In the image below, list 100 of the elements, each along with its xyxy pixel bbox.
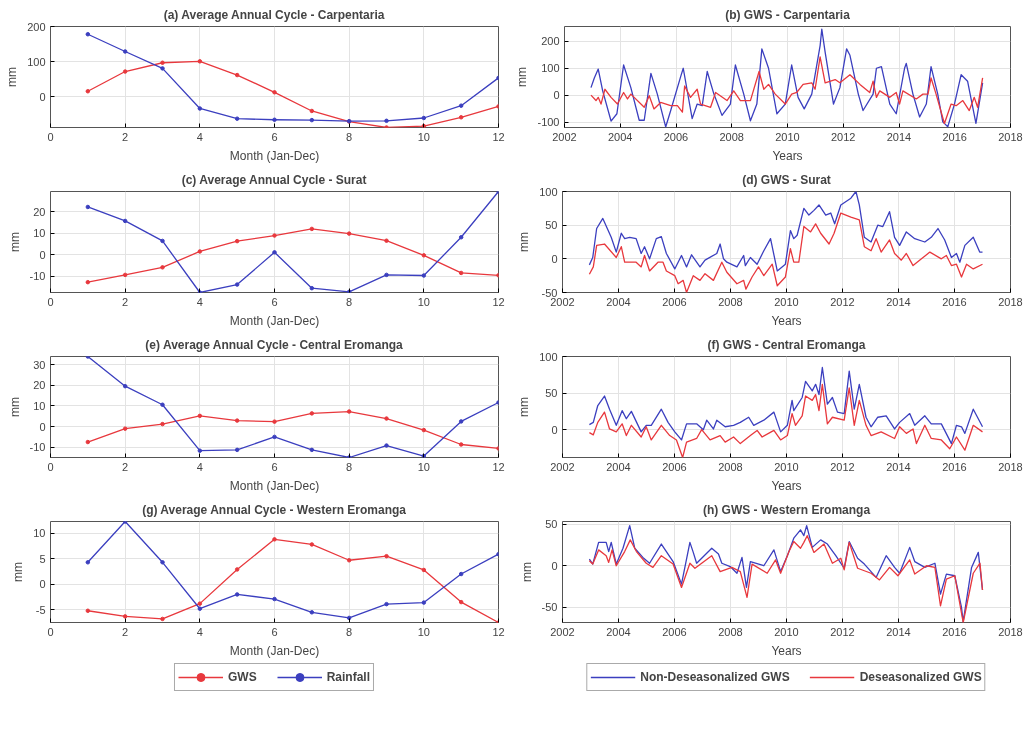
x-tick-label: 0	[47, 625, 54, 638]
point	[421, 427, 427, 433]
point	[122, 383, 128, 389]
legend-label: Non-Deseasonalized GWS	[640, 670, 790, 684]
y-tick-label: -50	[541, 601, 558, 614]
y-tick-label: -100	[537, 116, 560, 129]
x-tick-label: 6	[271, 130, 278, 143]
point	[160, 238, 165, 244]
x-tick-label: 4	[196, 460, 203, 473]
point	[272, 233, 277, 238]
line-series	[588, 383, 984, 458]
y-tick-label: 200	[27, 20, 46, 33]
y-tick-label: 100	[541, 62, 560, 75]
point	[160, 66, 165, 71]
x-tick-label: 2004	[608, 130, 633, 143]
x-tick-label: 6	[271, 295, 278, 308]
point	[197, 601, 203, 606]
line-series	[588, 212, 984, 293]
point	[234, 418, 240, 423]
x-tick-label: 4	[196, 130, 203, 143]
x-tick-label: 12	[492, 625, 505, 638]
x-tick-label: 8	[346, 295, 353, 308]
point	[309, 285, 315, 291]
x-tick-label: 2014	[886, 625, 911, 638]
x-tick-label: 2014	[886, 130, 912, 143]
x-tick-label: 2012	[831, 130, 856, 143]
point	[85, 204, 91, 210]
x-tick-label: 8	[346, 625, 353, 638]
point	[346, 558, 352, 563]
x-axis-title: Years	[771, 643, 802, 658]
point	[197, 106, 203, 111]
point	[197, 249, 203, 254]
x-tick-label: 10	[417, 460, 430, 473]
y-tick-label: 10	[33, 227, 46, 240]
x-tick-label: 4	[196, 625, 203, 638]
x-tick-label: 2012	[830, 625, 855, 638]
x-tick-label: 2002	[552, 130, 577, 143]
y-tick-label: 100	[539, 350, 558, 363]
x-tick-label: 2	[122, 130, 129, 143]
x-tick-label: 0	[47, 130, 54, 143]
x-tick-label: 12	[492, 130, 505, 143]
x-axis-title: Years	[771, 313, 802, 328]
point	[160, 402, 165, 407]
point	[384, 553, 389, 559]
point	[234, 116, 240, 121]
point	[346, 615, 352, 621]
legend-label: Deseasonalized GWS	[859, 670, 982, 684]
y-tick-label: 30	[33, 358, 46, 371]
y-tick-label: 0	[39, 578, 46, 591]
point	[458, 599, 464, 605]
point	[384, 125, 389, 128]
point	[234, 447, 240, 453]
point	[197, 606, 203, 611]
point	[309, 610, 315, 615]
point	[234, 592, 240, 597]
x-tick-label: 2004	[606, 295, 631, 308]
x-tick-label: 6	[271, 625, 278, 638]
point	[421, 600, 427, 605]
point	[309, 411, 315, 416]
point	[234, 567, 240, 572]
x-tick-label: 2018	[998, 460, 1023, 473]
point	[309, 226, 315, 232]
point	[309, 108, 315, 114]
x-tick-label: 2006	[662, 625, 687, 638]
x-tick-label: 2002	[550, 625, 575, 638]
point	[122, 49, 128, 54]
y-tick-label: 0	[551, 252, 558, 265]
point	[384, 601, 389, 607]
chart-title: (f) GWS - Central Eromanga	[707, 337, 866, 352]
x-tick-label: 8	[346, 460, 353, 473]
line-series	[588, 191, 984, 272]
x-tick-label: 2016	[942, 130, 967, 143]
x-tick-label: 10	[417, 130, 430, 143]
point	[160, 265, 165, 270]
point	[421, 115, 427, 121]
point	[160, 616, 165, 622]
x-tick-label: 2008	[719, 130, 744, 143]
x-tick-label: 2012	[830, 295, 855, 308]
x-tick-label: 12	[492, 295, 505, 308]
y-tick-label: 10	[33, 527, 46, 540]
chart-title: (h) GWS - Western Eromanga	[702, 502, 871, 517]
x-tick-label: 2014	[886, 295, 911, 308]
legend-label: Rainfall	[326, 670, 371, 684]
point	[421, 567, 427, 573]
y-tick-label: 100	[27, 55, 46, 68]
x-tick-label: 10	[417, 625, 430, 638]
x-tick-label: 10	[417, 295, 430, 308]
x-tick-label: 2014	[886, 460, 911, 473]
x-axis-title: Month (Jan-Dec)	[229, 148, 320, 163]
x-tick-label: 2004	[606, 625, 631, 638]
point	[384, 118, 389, 124]
line-series	[590, 56, 984, 125]
x-axis-title: Month (Jan-Dec)	[229, 643, 320, 658]
point	[122, 69, 128, 74]
x-tick-label: 12	[492, 460, 505, 473]
x-tick-label: 2010	[774, 295, 799, 308]
chart-title: (a) Average Annual Cycle - Carpentaria	[163, 7, 385, 22]
x-tick-label: 2018	[998, 625, 1023, 638]
y-tick-label: 50	[545, 219, 558, 232]
point	[309, 117, 315, 123]
